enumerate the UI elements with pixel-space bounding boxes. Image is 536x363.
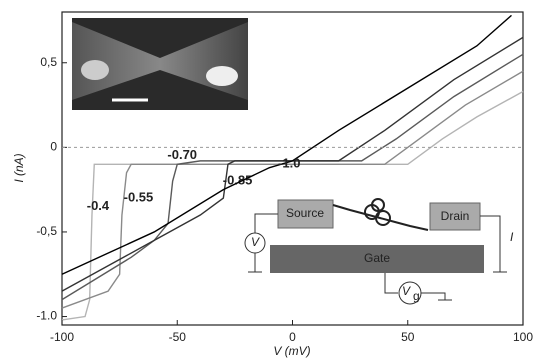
y-axis-label: I (nA) — [12, 153, 26, 182]
source-label: Source — [286, 206, 324, 220]
wire — [255, 214, 278, 233]
gate-label: Gate — [364, 251, 390, 265]
y-tick-label: -1.0 — [36, 309, 57, 323]
molecule — [333, 205, 428, 230]
chart: V (mV) I (nA) -0.4 -0.55 -0.70 -0.85 -1.0 So… — [0, 0, 536, 363]
x-tick-label: -50 — [169, 330, 187, 344]
y-tick-label: 0 — [50, 140, 57, 154]
series-label: -0.70 — [167, 147, 197, 162]
y-tick-label: 0,5 — [40, 55, 57, 69]
vg-subscript: g — [413, 289, 420, 303]
drain-label: Drain — [441, 209, 470, 223]
circuit-inset: Source Drain Gate V I V g — [245, 199, 514, 304]
i-label: I — [510, 230, 514, 244]
x-tick-label: 50 — [401, 330, 415, 344]
v-label: V — [251, 235, 260, 249]
sem-inset — [72, 18, 248, 110]
vg-label: V — [402, 284, 411, 298]
series-label: -0.85 — [223, 173, 253, 188]
sem-grain — [206, 66, 238, 86]
wire — [421, 293, 445, 300]
x-tick-label: -100 — [50, 330, 74, 344]
series-label: -0.55 — [124, 190, 154, 205]
x-tick-label: 0 — [289, 330, 296, 344]
wire — [385, 273, 398, 293]
x-axis-label: V (mV) — [273, 344, 310, 358]
series-label: -0.4 — [87, 198, 110, 213]
sem-grain — [81, 60, 109, 80]
series-label: -1.0 — [278, 156, 300, 171]
y-tick-label: -0,5 — [36, 224, 57, 238]
x-tick-label: 100 — [513, 330, 533, 344]
